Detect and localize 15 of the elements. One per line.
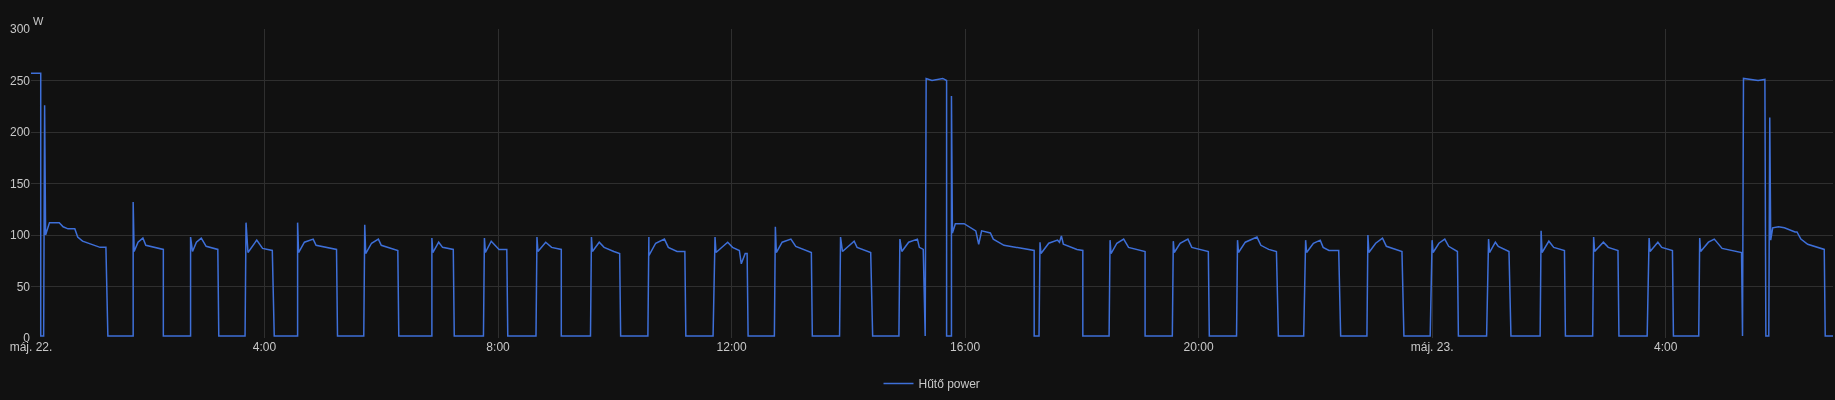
- x-tick-label: 4:00: [1653, 340, 1678, 354]
- x-tick-label: 12:00: [716, 340, 747, 354]
- y-tick-label: 50: [16, 279, 31, 294]
- y-tick-label: 300: [9, 22, 31, 37]
- y-tick-label: 150: [9, 176, 31, 191]
- x-tick-label: máj. 23.: [1410, 340, 1454, 354]
- y-axis-title: W: [33, 15, 44, 27]
- x-tick-label: 16:00: [950, 340, 981, 354]
- y-tick-label: 200: [9, 125, 31, 140]
- x-tick-label: 8:00: [486, 340, 511, 354]
- x-tick-label: 4:00: [252, 340, 277, 354]
- x-tick-label: 20:00: [1183, 340, 1214, 354]
- legend-label: Hűtő power: [918, 377, 980, 392]
- y-tick-label: 100: [9, 228, 31, 243]
- y-tick-label: 250: [9, 73, 31, 88]
